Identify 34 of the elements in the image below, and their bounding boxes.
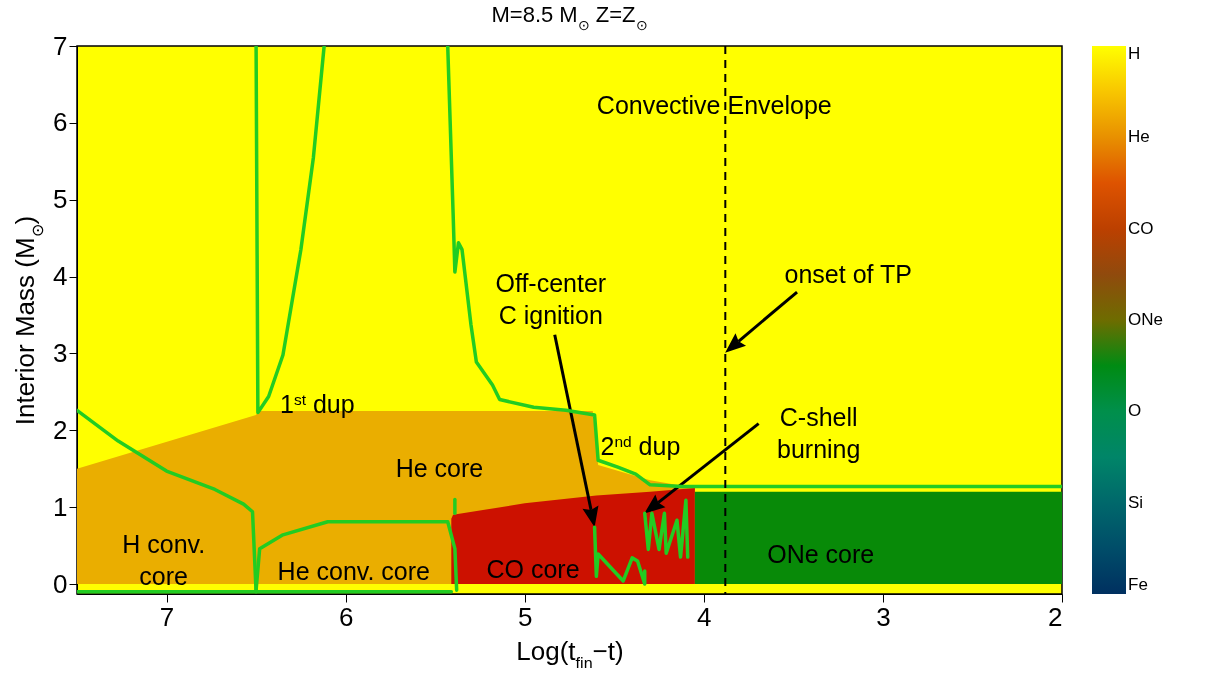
color-bar-label: CO — [1128, 218, 1154, 238]
x-axis-title: Log(t$_{fin}$−t) — [516, 635, 624, 672]
x-tick-label: 4 — [697, 601, 712, 632]
annotation: C-shell burning — [777, 402, 861, 463]
y-tick-label: 3 — [53, 337, 68, 368]
annotation: He core — [395, 454, 484, 483]
y-tick-label: 7 — [53, 30, 68, 61]
annotation: 1$^{st}$ dup — [280, 390, 355, 419]
x-tick-label: 2 — [1048, 601, 1063, 632]
color-bar-label: ONe — [1128, 310, 1163, 329]
y-tick-label: 4 — [53, 261, 68, 292]
y-tick-label: 0 — [53, 568, 68, 599]
color-bar-label: O — [1128, 401, 1142, 421]
annotation: 2$^{nd}$ dup — [600, 432, 681, 461]
annotation: Convective Envelope — [596, 91, 832, 120]
annotation: onset of TP — [784, 259, 912, 288]
x-tick-label: 6 — [338, 601, 354, 632]
y-tick-label: 2 — [53, 414, 68, 445]
chart-title: M=8.5 M$_{⊙}$ Z=Z$_{⊙}$ — [491, 2, 648, 33]
y-tick-label: 6 — [53, 107, 68, 138]
color-bar-label: H — [1128, 44, 1141, 63]
y-tick-label: 5 — [53, 184, 68, 215]
x-tick-label: 3 — [876, 601, 891, 632]
x-tick-label: 7 — [159, 601, 175, 632]
annotation: He conv. core — [277, 557, 430, 586]
y-tick-label: 1 — [53, 491, 68, 522]
x-tick-label: 5 — [517, 601, 533, 632]
color-bar-label: Fe — [1128, 575, 1148, 594]
annotation: ONe core — [767, 539, 875, 568]
color-bar-label: Si — [1128, 492, 1144, 512]
color-bar-label: He — [1128, 127, 1150, 147]
annotation: CO core — [486, 554, 580, 583]
annotation: Off-center C ignition — [495, 268, 607, 329]
annotation: H conv. core — [122, 530, 206, 591]
